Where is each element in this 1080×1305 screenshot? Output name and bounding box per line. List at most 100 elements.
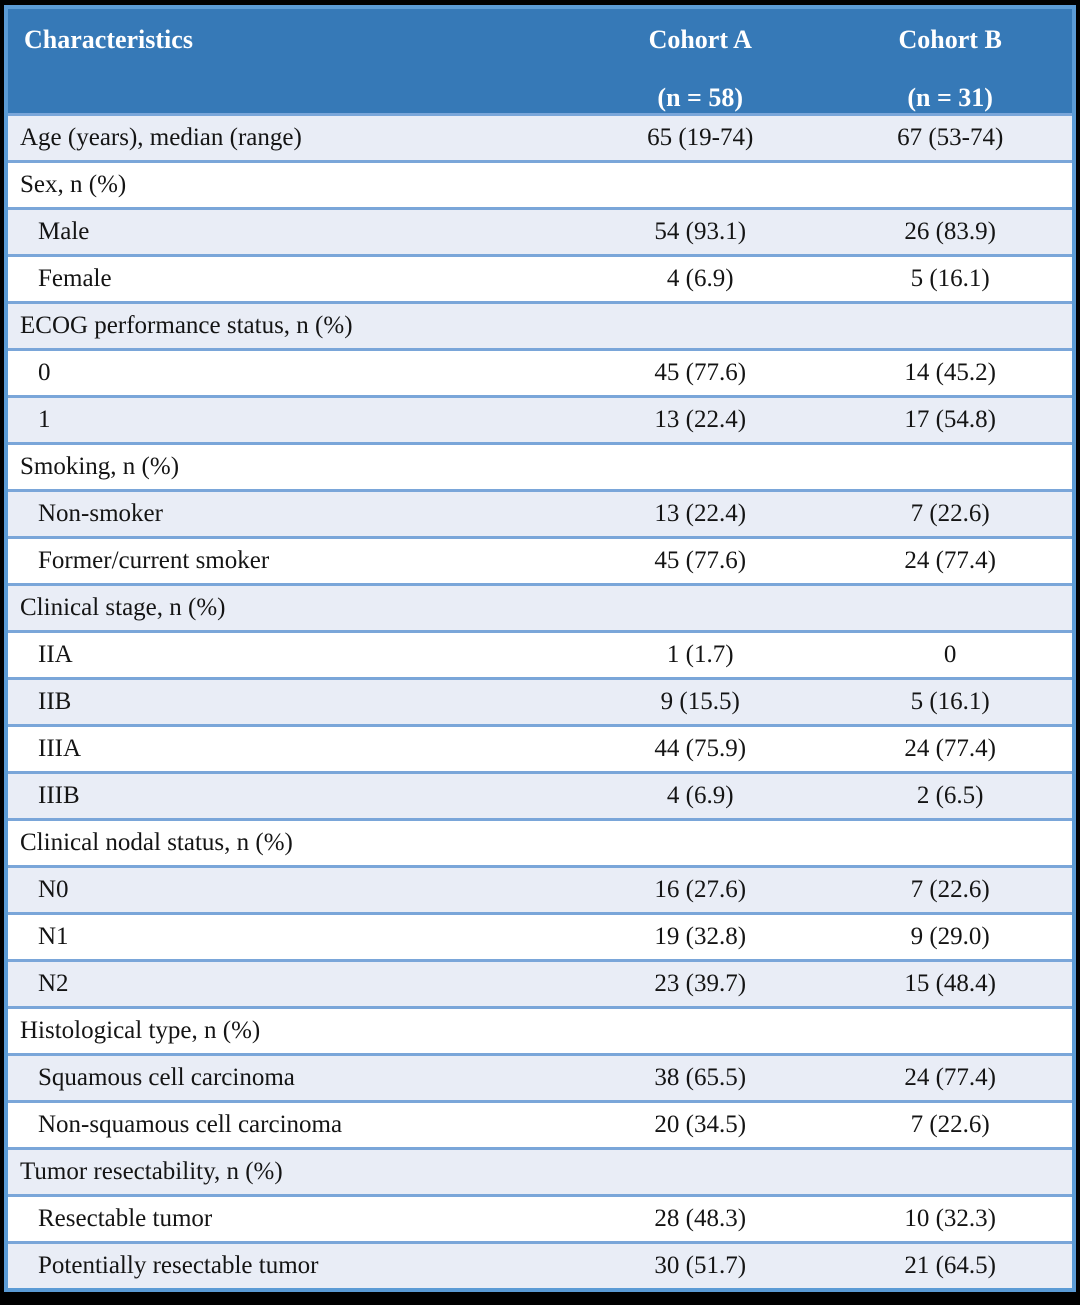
- cohort-b-value: [828, 160, 1074, 209]
- table-row: Female 4 (6.9) 5 (16.1): [6, 254, 1074, 303]
- header-cohort-b: Cohort B (n = 31): [828, 7, 1074, 116]
- cohort-b-value: 21 (64.5): [828, 1241, 1074, 1290]
- header-characteristics: Characteristics: [6, 7, 573, 116]
- cohort-b-value: 7 (22.6): [828, 489, 1074, 538]
- table-row: IIIB 4 (6.9) 2 (6.5): [6, 771, 1074, 820]
- characteristic-label: Non-smoker: [6, 489, 573, 538]
- characteristic-label: Clinical nodal status, n (%): [6, 818, 573, 867]
- header-cohort-a: Cohort A (n = 58): [572, 7, 829, 116]
- characteristic-label: IIB: [6, 677, 573, 726]
- table-row: Sex, n (%): [6, 160, 1074, 209]
- header-row: Characteristics Cohort A (n = 58) Cohort…: [6, 7, 1074, 116]
- cohort-b-value: 2 (6.5): [828, 771, 1074, 820]
- cohort-b-value: 7 (22.6): [828, 1100, 1074, 1149]
- characteristic-label: Smoking, n (%): [6, 442, 573, 491]
- characteristic-label: Sex, n (%): [6, 160, 573, 209]
- table-row: Male 54 (93.1) 26 (83.9): [6, 207, 1074, 256]
- cohort-a-value: 9 (15.5): [572, 677, 829, 726]
- characteristic-label: IIIA: [6, 724, 573, 773]
- table-row: Former/current smoker 45 (77.6) 24 (77.4…: [6, 536, 1074, 585]
- cohort-a-value: 30 (51.7): [572, 1241, 829, 1290]
- cohort-a-value: 16 (27.6): [572, 865, 829, 914]
- table-row: N1 19 (32.8) 9 (29.0): [6, 912, 1074, 961]
- table-row: IIA 1 (1.7) 0: [6, 630, 1074, 679]
- cohort-a-value: [572, 818, 829, 867]
- table-row: N2 23 (39.7) 15 (48.4): [6, 959, 1074, 1008]
- cohort-b-value: [828, 818, 1074, 867]
- cohort-b-value: 67 (53-74): [828, 113, 1074, 162]
- table-row: IIB 9 (15.5) 5 (16.1): [6, 677, 1074, 726]
- table-row: Squamous cell carcinoma 38 (65.5) 24 (77…: [6, 1053, 1074, 1102]
- table-header: Characteristics Cohort A (n = 58) Cohort…: [6, 7, 1074, 116]
- cohort-b-value: [828, 1006, 1074, 1055]
- cohort-b-value: 24 (77.4): [828, 1053, 1074, 1102]
- table-row: Tumor resectability, n (%): [6, 1147, 1074, 1196]
- characteristic-label: IIA: [6, 630, 573, 679]
- cohort-b-value: [828, 442, 1074, 491]
- cohort-a-value: 4 (6.9): [572, 254, 829, 303]
- characteristic-label: 0: [6, 348, 573, 397]
- characteristic-label: 1: [6, 395, 573, 444]
- characteristic-label: Tumor resectability, n (%): [6, 1147, 573, 1196]
- cohort-b-value: 14 (45.2): [828, 348, 1074, 397]
- cohort-b-value: 10 (32.3): [828, 1194, 1074, 1243]
- characteristic-label: Non-squamous cell carcinoma: [6, 1100, 573, 1149]
- table-row: Clinical stage, n (%): [6, 583, 1074, 632]
- characteristic-label: Female: [6, 254, 573, 303]
- characteristics-table: Characteristics Cohort A (n = 58) Cohort…: [4, 5, 1076, 1292]
- table-row: Non-squamous cell carcinoma 20 (34.5) 7 …: [6, 1100, 1074, 1149]
- characteristic-label: N0: [6, 865, 573, 914]
- table-body: Age (years), median (range) 65 (19-74) 6…: [6, 113, 1074, 1290]
- cohort-a-value: [572, 1147, 829, 1196]
- cohort-a-value: 1 (1.7): [572, 630, 829, 679]
- cohort-a-value: 19 (32.8): [572, 912, 829, 961]
- characteristic-label: Former/current smoker: [6, 536, 573, 585]
- characteristic-label: IIIB: [6, 771, 573, 820]
- table-row: Smoking, n (%): [6, 442, 1074, 491]
- cohort-b-value: 17 (54.8): [828, 395, 1074, 444]
- table-row: ECOG performance status, n (%): [6, 301, 1074, 350]
- cohort-b-value: [828, 1147, 1074, 1196]
- cohort-b-value: [828, 301, 1074, 350]
- characteristic-label: Age (years), median (range): [6, 113, 573, 162]
- cohort-a-value: 20 (34.5): [572, 1100, 829, 1149]
- characteristic-label: N2: [6, 959, 573, 1008]
- cohort-b-value: 15 (48.4): [828, 959, 1074, 1008]
- cohort-a-value: [572, 301, 829, 350]
- table-row: N0 16 (27.6) 7 (22.6): [6, 865, 1074, 914]
- cohort-a-value: 45 (77.6): [572, 536, 829, 585]
- cohort-a-value: 28 (48.3): [572, 1194, 829, 1243]
- cohort-b-n: (n = 31): [907, 83, 993, 112]
- characteristic-label: Potentially resectable tumor: [6, 1241, 573, 1290]
- cohort-a-n: (n = 58): [657, 83, 743, 112]
- table-row: 1 13 (22.4) 17 (54.8): [6, 395, 1074, 444]
- table-row: IIIA 44 (75.9) 24 (77.4): [6, 724, 1074, 773]
- cohort-a-title: Cohort A: [648, 25, 752, 54]
- table-row: Non-smoker 13 (22.4) 7 (22.6): [6, 489, 1074, 538]
- cohort-a-value: [572, 160, 829, 209]
- cohort-a-value: 65 (19-74): [572, 113, 829, 162]
- characteristic-label: ECOG performance status, n (%): [6, 301, 573, 350]
- cohort-b-value: 7 (22.6): [828, 865, 1074, 914]
- cohort-a-value: 13 (22.4): [572, 489, 829, 538]
- cohort-b-value: 5 (16.1): [828, 254, 1074, 303]
- characteristic-label: Male: [6, 207, 573, 256]
- cohort-a-value: [572, 442, 829, 491]
- cohort-b-value: 26 (83.9): [828, 207, 1074, 256]
- cohort-a-value: [572, 583, 829, 632]
- characteristic-label: Resectable tumor: [6, 1194, 573, 1243]
- table-row: 0 45 (77.6) 14 (45.2): [6, 348, 1074, 397]
- table-row: Potentially resectable tumor 30 (51.7) 2…: [6, 1241, 1074, 1290]
- cohort-a-value: 44 (75.9): [572, 724, 829, 773]
- table-row: Clinical nodal status, n (%): [6, 818, 1074, 867]
- cohort-b-value: 0: [828, 630, 1074, 679]
- characteristic-label: N1: [6, 912, 573, 961]
- cohort-b-title: Cohort B: [898, 25, 1002, 54]
- header-characteristics-label: Characteristics: [24, 25, 193, 54]
- cohort-b-value: 24 (77.4): [828, 724, 1074, 773]
- characteristic-label: Histological type, n (%): [6, 1006, 573, 1055]
- table-row: Age (years), median (range) 65 (19-74) 6…: [6, 113, 1074, 162]
- table-row: Resectable tumor 28 (48.3) 10 (32.3): [6, 1194, 1074, 1243]
- cohort-a-value: 13 (22.4): [572, 395, 829, 444]
